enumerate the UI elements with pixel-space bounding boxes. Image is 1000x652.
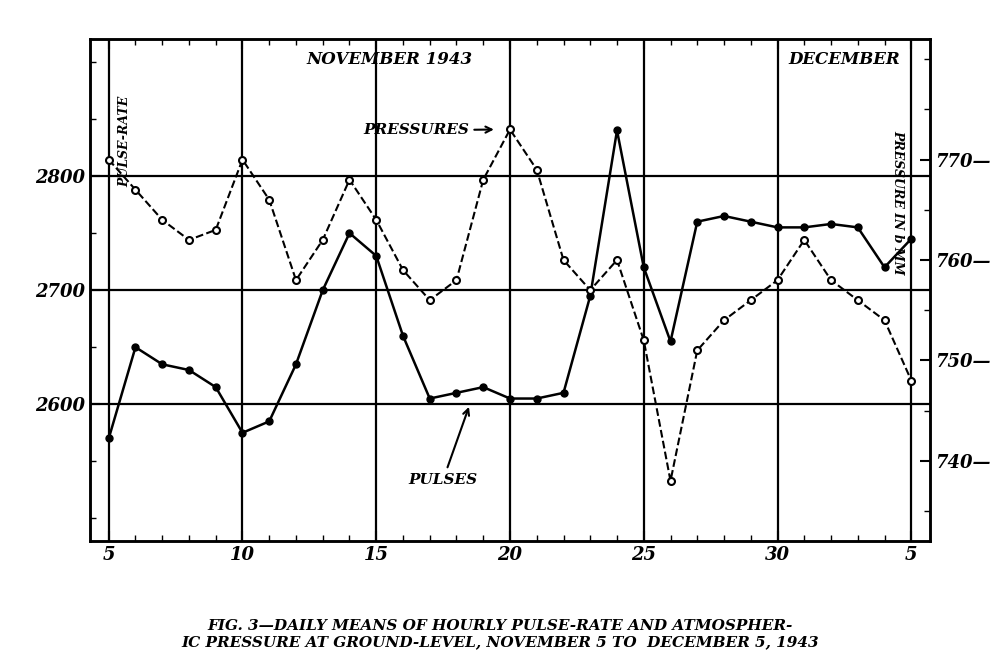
Text: PRESSURES: PRESSURES bbox=[363, 123, 492, 138]
Text: DECEMBER: DECEMBER bbox=[789, 50, 900, 68]
Text: FIG. 3—DAILY MEANS OF HOURLY PULSE-RATE AND ATMOSPHER-
IC PRESSURE AT GROUND-LEV: FIG. 3—DAILY MEANS OF HOURLY PULSE-RATE … bbox=[181, 619, 819, 649]
Text: NOVEMBER 1943: NOVEMBER 1943 bbox=[307, 50, 473, 68]
Text: PULSE-RATE: PULSE-RATE bbox=[118, 96, 131, 187]
Text: PULSES: PULSES bbox=[409, 409, 478, 486]
Text: PRESSURE IN b MM: PRESSURE IN b MM bbox=[891, 130, 904, 275]
